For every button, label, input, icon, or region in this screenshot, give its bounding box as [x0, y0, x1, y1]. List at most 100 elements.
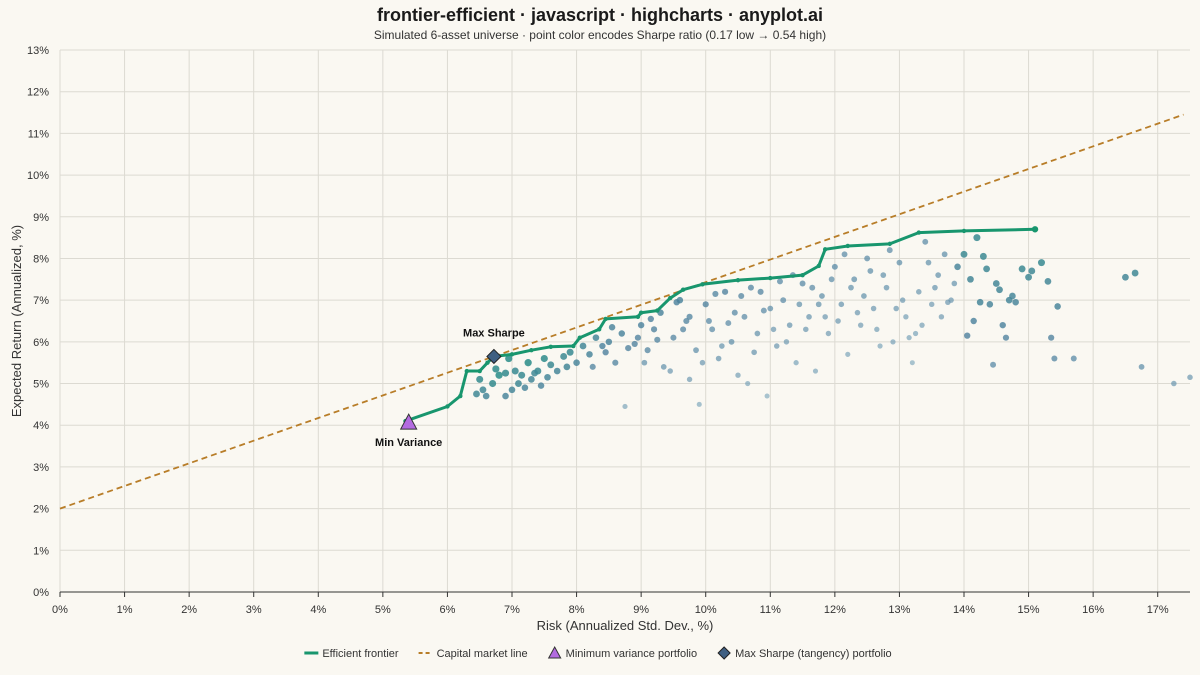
y-tick-label: 12% — [27, 87, 49, 99]
legend-min-variance-symbol — [547, 645, 562, 659]
portfolio-point — [650, 326, 658, 333]
portfolio-point — [890, 339, 896, 345]
portfolio-point — [835, 318, 841, 324]
portfolio-point — [696, 401, 702, 407]
portfolio-point — [979, 252, 987, 260]
portfolio-point — [786, 322, 793, 328]
portfolio-point — [560, 352, 568, 360]
portfolio-point — [680, 326, 687, 333]
portfolio-point — [964, 332, 971, 339]
frontier-point — [529, 347, 534, 353]
portfolio-point — [573, 359, 580, 366]
portfolio-point — [986, 301, 994, 308]
frontier-point — [577, 335, 582, 340]
portfolio-point — [999, 321, 1006, 329]
frontier-end-point — [1031, 226, 1039, 233]
y-tick-label: 4% — [33, 420, 49, 432]
portfolio-point — [1028, 267, 1036, 275]
frontier-point — [638, 310, 644, 315]
series-lines — [59, 113, 1184, 510]
portfolio-point — [822, 314, 828, 320]
min-variance-annotation: Min Variance — [375, 437, 442, 449]
portfolio-point — [973, 234, 981, 242]
portfolio-point — [764, 393, 770, 399]
frontier-point — [655, 308, 660, 313]
portfolio-point — [641, 359, 648, 366]
portfolio-point — [874, 326, 880, 333]
y-tick-label: 3% — [33, 462, 49, 474]
portfolio-point — [1002, 334, 1010, 341]
legend-item[interactable]: Capital market line — [418, 648, 528, 660]
portfolio-point — [592, 334, 600, 341]
frontier-point — [477, 368, 482, 374]
portfolio-point — [1122, 273, 1129, 281]
portfolio-point — [725, 320, 732, 327]
portfolio-point — [511, 367, 519, 375]
x-tick-label: 4% — [310, 604, 326, 616]
y-tick-label: 0% — [33, 587, 49, 599]
portfolio-point — [702, 301, 709, 308]
frontier-point — [464, 368, 469, 374]
portfolio-point — [783, 339, 790, 345]
portfolio-point — [754, 330, 761, 337]
portfolio-point — [741, 313, 748, 320]
portfolio-point — [883, 284, 890, 291]
capital-market-line — [59, 113, 1184, 510]
x-tick-label: 1% — [117, 604, 133, 616]
portfolio-point — [728, 338, 735, 345]
portfolio-point — [806, 314, 812, 320]
portfolio-point — [928, 301, 935, 308]
legend-item[interactable]: Minimum variance portfolio — [547, 645, 697, 660]
legend-label: Capital market line — [437, 648, 528, 660]
portfolio-point — [644, 347, 651, 354]
portfolio-point — [528, 375, 535, 383]
y-tick-label: 2% — [33, 504, 49, 516]
portfolio-point — [1048, 334, 1055, 341]
legend[interactable]: Efficient frontier Capital market line Min… — [304, 645, 892, 660]
chart-subtitle: Simulated 6-asset universe · point color… — [373, 28, 827, 42]
x-tick-label: 6% — [439, 604, 455, 616]
frontier-point — [680, 287, 686, 292]
portfolio-point — [812, 368, 819, 374]
max-sharpe-annotation: Max Sharpe — [463, 327, 525, 339]
frontier-point — [916, 230, 921, 235]
portfolio-point — [634, 334, 642, 341]
portfolio-point — [502, 392, 509, 400]
portfolio-point — [799, 280, 806, 287]
portfolio-point — [951, 280, 958, 287]
portfolio-point — [909, 360, 915, 366]
special-markers: Min Variance Max Sharpe — [375, 327, 525, 449]
portfolio-point — [735, 372, 741, 378]
grid-lines — [59, 49, 1190, 593]
legend-item[interactable]: Efficient frontier — [304, 648, 399, 660]
frontier-point — [445, 404, 450, 409]
portfolio-point — [992, 280, 1000, 287]
portfolio-point — [586, 351, 593, 358]
legend-item[interactable]: Max Sharpe (tangency) portfolio — [717, 646, 892, 660]
y-tick-label: 13% — [27, 45, 49, 57]
y-tick-label: 11% — [28, 128, 49, 140]
portfolio-points — [473, 234, 1193, 410]
frontier-point — [603, 316, 608, 322]
portfolio-point — [838, 301, 845, 308]
frontier-point — [822, 247, 828, 252]
portfolio-point — [544, 373, 551, 381]
portfolio-point — [489, 379, 497, 388]
portfolio-point — [719, 343, 725, 349]
portfolio-point — [482, 392, 490, 400]
x-tick-label: 13% — [888, 604, 910, 616]
portfolio-point — [916, 289, 922, 295]
portfolio-point — [1054, 303, 1061, 310]
portfolio-point — [861, 293, 867, 299]
portfolio-point — [912, 330, 919, 337]
portfolio-point — [803, 326, 809, 333]
portfolio-point — [967, 275, 974, 283]
frontier-point — [735, 277, 741, 283]
portfolio-point — [531, 369, 539, 377]
portfolio-point — [476, 375, 484, 383]
chart-title: frontier-efficient · javascript · highch… — [376, 5, 824, 25]
portfolio-point — [776, 278, 783, 285]
portfolio-point — [954, 263, 961, 271]
portfolio-point — [793, 360, 799, 366]
